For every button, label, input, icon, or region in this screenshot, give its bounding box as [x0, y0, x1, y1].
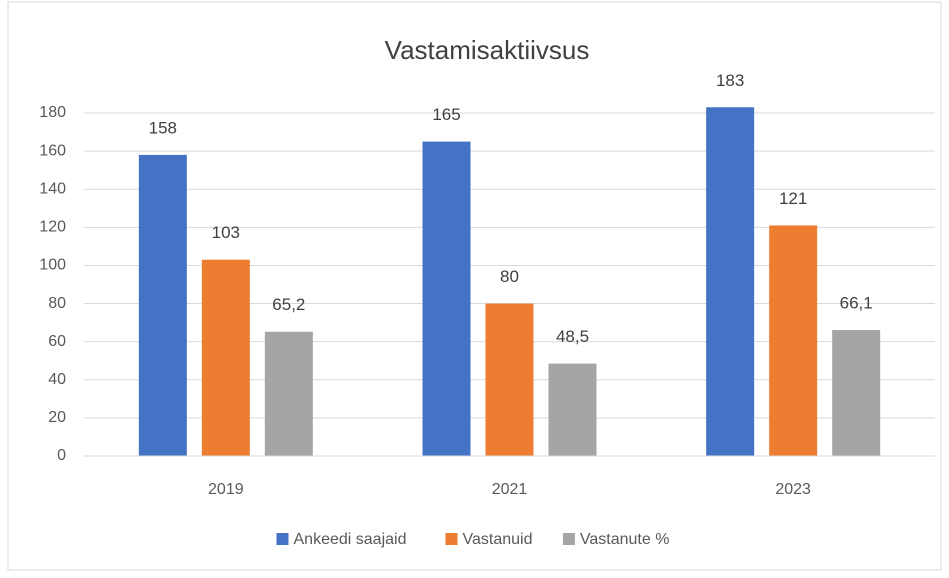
data-label: 80 [500, 267, 519, 286]
x-tick-label: 2019 [208, 481, 244, 498]
bar [769, 225, 818, 456]
y-tick-label: 180 [39, 104, 66, 121]
legend-label: Vastanuid [463, 531, 533, 548]
data-label: 66,1 [840, 294, 873, 313]
chart-title: Vastamisaktiivsus [385, 35, 590, 65]
legend-swatch [445, 533, 458, 545]
data-label: 158 [149, 118, 177, 137]
data-label: 165 [432, 105, 460, 124]
legend-swatch [562, 533, 575, 545]
data-label: 65,2 [272, 295, 305, 314]
bar [138, 154, 187, 456]
bar [548, 363, 597, 456]
data-label: 48,5 [556, 327, 589, 346]
x-tick-label: 2023 [775, 481, 811, 498]
y-tick-label: 0 [57, 447, 66, 464]
y-tick-label: 60 [48, 333, 66, 350]
bar [485, 303, 534, 456]
bar [706, 107, 755, 457]
data-label: 121 [779, 189, 807, 208]
bar [201, 259, 250, 456]
y-tick-label: 80 [48, 295, 66, 312]
y-tick-label: 140 [39, 180, 66, 197]
legend-swatch [276, 533, 289, 545]
y-tick-label: 20 [48, 409, 66, 426]
bar [264, 331, 313, 456]
legend-label: Ankeedi saajaid [294, 531, 407, 548]
y-tick-label: 120 [39, 219, 66, 236]
data-label: 183 [716, 71, 744, 90]
bar [422, 141, 471, 457]
legend-label: Vastanute % [580, 531, 670, 548]
y-tick-label: 160 [39, 142, 66, 159]
x-tick-label: 2021 [492, 481, 528, 498]
y-tick-label: 40 [48, 371, 66, 388]
data-label: 103 [212, 223, 240, 242]
bar [832, 330, 881, 456]
y-tick-label: 100 [39, 257, 66, 274]
